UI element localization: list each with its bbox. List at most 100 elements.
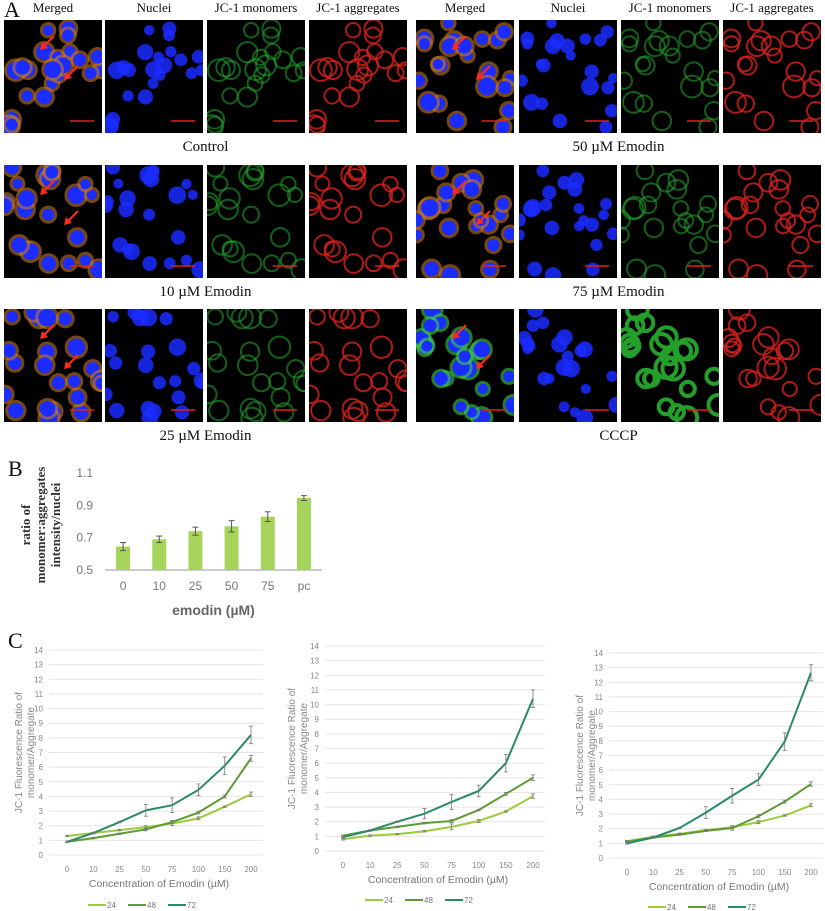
error-bar xyxy=(196,816,201,821)
error-bar xyxy=(625,842,629,845)
error-bar xyxy=(422,822,427,825)
error-bar xyxy=(222,794,227,799)
legend-label: 48 xyxy=(707,903,716,911)
y-tick-label: 13 xyxy=(34,661,43,670)
legend-label: 24 xyxy=(107,901,116,910)
condition-caption: Control xyxy=(182,139,229,155)
y-tick-label: 13 xyxy=(594,664,603,673)
y-tick-label: 5 xyxy=(315,774,320,783)
y-tick-label: 11 xyxy=(311,686,320,695)
y-tick-label: 8 xyxy=(39,734,44,743)
x-tick-label: 50 xyxy=(701,868,710,877)
x-tick-label: 25 xyxy=(393,861,402,870)
y-axis-label: JC-1 Fluorescence Ratio of xyxy=(575,695,586,816)
y-tick-label: 14 xyxy=(310,642,319,651)
error-bar xyxy=(170,797,175,813)
x-tick-label: 150 xyxy=(218,865,232,874)
y-tick-label: 0.5 xyxy=(76,563,93,577)
error-bar xyxy=(449,823,454,831)
y-tick-label: 0 xyxy=(315,847,320,856)
y-axis-label: monomer/Aggregate xyxy=(587,709,598,801)
y-tick-label: 10 xyxy=(594,708,603,717)
arrow-icon xyxy=(452,35,467,50)
series-line-24 xyxy=(342,795,534,841)
x-tick-label: 25 xyxy=(115,865,124,874)
x-tick-label: 10 xyxy=(366,861,375,870)
micrograph-merged xyxy=(416,309,514,422)
y-axis-label: monomer:aggregates xyxy=(33,467,48,584)
arrow-icon xyxy=(476,354,491,369)
y-tick-label: 7 xyxy=(39,749,44,758)
error-bar xyxy=(222,805,227,808)
error-bar xyxy=(368,834,373,837)
error-bar xyxy=(368,829,373,832)
error-bar xyxy=(143,804,148,817)
error-bar xyxy=(756,820,761,824)
arrow-icon xyxy=(452,180,467,195)
y-tick-label: 11 xyxy=(35,690,44,699)
error-bar xyxy=(476,784,481,798)
y-tick-label: 1 xyxy=(39,836,44,845)
series-line-72 xyxy=(342,698,534,839)
micrograph-aggregates xyxy=(309,165,407,278)
bar xyxy=(188,531,203,570)
y-axis-label: JC-1 Fluorescence Ratio of xyxy=(287,688,298,809)
x-tick-label: 200 xyxy=(526,861,540,870)
micrograph-monomers xyxy=(207,165,305,278)
error-bar xyxy=(531,793,535,799)
error-bar xyxy=(809,803,813,808)
series-line-48 xyxy=(66,757,252,843)
column-header: JC-1 monomers xyxy=(628,0,712,15)
y-tick-label: 10 xyxy=(310,701,319,710)
y-tick-label: 0.9 xyxy=(76,498,93,512)
error-bar xyxy=(422,830,427,833)
bar xyxy=(296,498,311,570)
error-bar xyxy=(476,819,481,823)
error-bar xyxy=(143,827,148,832)
x-tick-label: 100 xyxy=(752,868,766,877)
y-tick-label: 4 xyxy=(315,788,320,797)
series-line-72 xyxy=(626,672,812,845)
micrograph-merged xyxy=(4,309,102,422)
micrograph-merged xyxy=(416,20,514,133)
micrograph-merged xyxy=(4,165,102,278)
x-tick-label: 0 xyxy=(341,861,346,870)
x-axis-label: Concentration of Emodin (µM) xyxy=(368,874,508,886)
y-tick-label: 3 xyxy=(599,810,604,819)
x-tick-label: 25 xyxy=(675,868,684,877)
y-tick-label: 11 xyxy=(595,693,604,702)
condition-caption: 75 µM Emodin xyxy=(572,284,665,300)
micrograph-merged xyxy=(4,20,102,133)
error-bar xyxy=(300,495,307,501)
panel-b-label: B xyxy=(8,456,23,481)
error-bar xyxy=(503,792,508,796)
y-tick-label: 6 xyxy=(599,766,604,775)
column-header: Nuclei xyxy=(136,0,172,15)
y-tick-label: 12 xyxy=(310,671,319,680)
error-bar xyxy=(476,808,481,812)
micrograph-nuclei xyxy=(519,309,617,422)
x-tick-label: 10 xyxy=(89,865,98,874)
legend-label: 24 xyxy=(667,903,676,911)
column-header: JC-1 aggregates xyxy=(316,0,400,15)
micrograph-nuclei xyxy=(519,20,617,133)
error-bar xyxy=(782,814,787,817)
series-line-48 xyxy=(626,783,812,843)
x-axis-label: Concentration of Emodin (µM) xyxy=(89,878,229,890)
y-tick-label: 6 xyxy=(39,763,44,772)
x-tick-label: 25 xyxy=(189,579,203,593)
condition-caption: CCCP xyxy=(599,428,638,444)
arrow-icon xyxy=(40,180,55,195)
error-bar xyxy=(422,808,427,820)
error-bar xyxy=(249,725,253,745)
micrograph-aggregates xyxy=(309,20,407,133)
y-tick-label: 3 xyxy=(39,807,44,816)
error-bar xyxy=(730,825,735,831)
x-tick-label: 75 xyxy=(447,861,456,870)
y-axis-label: monomer/Aggregate xyxy=(26,706,37,798)
error-bar xyxy=(395,833,400,836)
x-tick-label: 0 xyxy=(120,579,127,593)
micrograph-aggregates xyxy=(309,309,407,422)
